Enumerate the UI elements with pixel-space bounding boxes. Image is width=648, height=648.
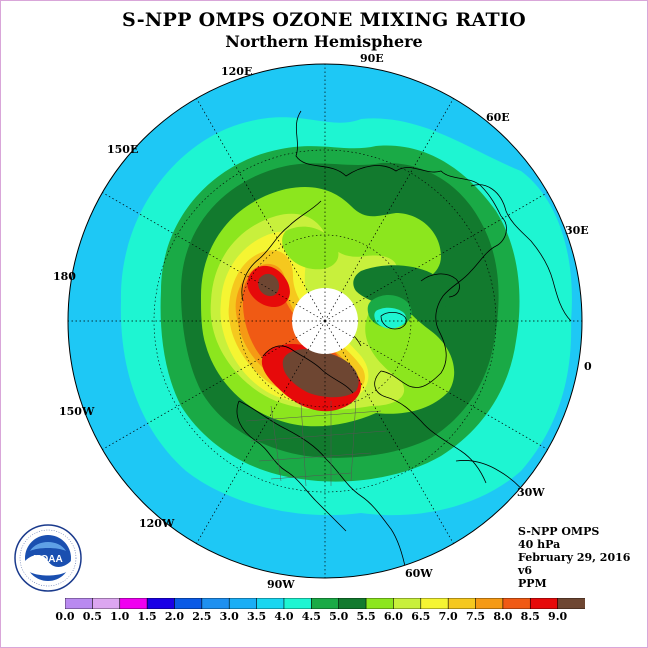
colorbar-tick-label: 8.5	[520, 610, 540, 623]
colorbar-swatch	[420, 598, 449, 609]
colorbar-swatch	[65, 598, 93, 609]
colorbar-swatch	[529, 598, 559, 609]
colorbar-tick-label: 5.5	[356, 610, 376, 623]
colorbar-tick-label: 3.5	[247, 610, 267, 623]
colorbar-swatch	[393, 598, 422, 609]
units-label: PPM	[518, 577, 547, 590]
lon-label-150w: 150W	[59, 405, 95, 418]
lon-label-120w: 120W	[139, 517, 175, 530]
colorbar-tick-label: 7.0	[438, 610, 458, 623]
pressure-level: 40 hPa	[518, 538, 561, 551]
parallels	[153, 149, 497, 493]
colorbar-tick-label: 0.0	[55, 610, 75, 623]
version-label: v6	[518, 564, 533, 577]
lon-label-30w: 30W	[517, 486, 545, 499]
colorbar-swatch	[119, 598, 148, 609]
colorbar-swatch	[502, 598, 531, 609]
colorbar-tick-label: 1.0	[110, 610, 130, 623]
lon-label-60e: 60E	[486, 111, 510, 124]
colorbar-tick-label: 4.5	[301, 610, 321, 623]
colorbar-tick-label: 6.0	[383, 610, 403, 623]
noaa-logo: NOAA	[14, 524, 82, 592]
colorbar-swatch	[365, 598, 395, 609]
colorbar-tick-label: 8.0	[493, 610, 513, 623]
colorbar-swatch	[311, 598, 340, 609]
colorbar-tick-label: 9.0	[548, 610, 568, 623]
map-title: S-NPP OMPS OZONE MIXING RATIO	[121, 9, 527, 31]
colorbar-tick-label: 1.5	[137, 610, 157, 623]
colorbar-tick-labels: 0.0 0.5 1.0 1.5 2.0 2.5 3.0 3.5 4.0 4.5 5.0 5.5 6.0 6…	[1, 610, 647, 626]
colorbar-swatch	[447, 598, 477, 609]
date-label: February 29, 2016	[518, 551, 631, 564]
colorbar-swatch	[228, 598, 258, 609]
colorbar-swatch	[146, 598, 176, 609]
colorbar-swatch	[283, 598, 312, 609]
colorbar-tick-label: 6.5	[411, 610, 431, 623]
noaa-logo-text: NOAA	[33, 554, 62, 565]
map-subtitle: Northern Hemisphere	[225, 32, 423, 51]
longitude-labels: 120E 90E 60E 150E 30E 180 0 150W 30W 120…	[53, 52, 592, 591]
lon-label-0: 0	[584, 360, 592, 373]
colorbar-swatch	[338, 598, 367, 609]
colorbar-tick-label: 2.5	[192, 610, 212, 623]
product-info: S-NPP OMPS 40 hPa February 29, 2016 v6 P…	[518, 525, 630, 590]
colorbar-tick-label: 4.0	[274, 610, 294, 623]
colorbar-swatch	[174, 598, 203, 609]
lon-label-180: 180	[53, 270, 76, 283]
lon-label-150e: 150E	[107, 143, 138, 156]
colorbar-swatch	[92, 598, 121, 609]
lon-label-90e: 90E	[360, 52, 384, 65]
colorbar-swatch	[557, 598, 585, 609]
lon-label-30e: 30E	[565, 224, 589, 237]
colorbar-tick-label: 2.0	[164, 610, 185, 623]
colorbar-tick-label: 7.5	[465, 610, 486, 623]
colorbar	[65, 598, 585, 609]
colorbar-swatch	[201, 598, 230, 609]
state-grid	[245, 398, 387, 487]
colorbar-tick-label: 5.0	[329, 610, 349, 623]
instrument-label: S-NPP OMPS	[518, 525, 600, 538]
map-boundary	[67, 63, 583, 579]
ozone-field	[68, 64, 582, 578]
colorbar-swatch	[256, 598, 285, 609]
colorbar-tick-label: 3.0	[219, 610, 239, 623]
lon-label-120e: 120E	[221, 65, 252, 78]
lon-label-90w: 90W	[267, 578, 295, 591]
colorbar-swatch	[475, 598, 504, 609]
lon-label-60w: 60W	[405, 567, 433, 580]
colorbar-tick-label: 0.5	[82, 610, 102, 623]
meridians	[68, 64, 582, 578]
